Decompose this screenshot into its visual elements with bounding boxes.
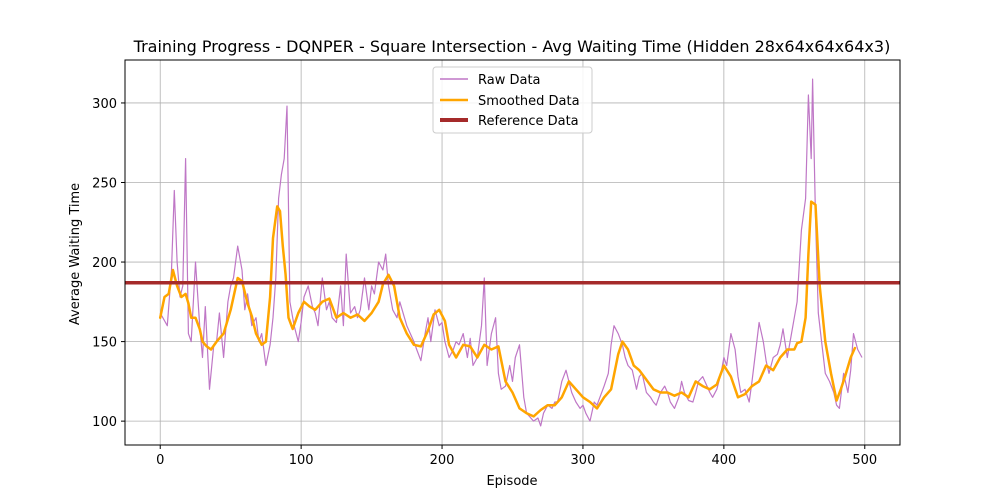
axis-ticks: 0 100 200 300 400 500 100 150 200 250 300 <box>92 97 877 468</box>
x-tick-label: 400 <box>711 453 736 468</box>
legend-label-smoothed: Smoothed Data <box>478 94 580 109</box>
legend-box <box>432 66 593 134</box>
x-axis-label: Episode <box>486 474 537 489</box>
legend: Raw Data Smoothed Data Reference Data <box>432 66 593 134</box>
x-tick-label: 200 <box>430 453 455 468</box>
series-raw-data-line <box>159 78 863 427</box>
x-tick-label: 100 <box>289 453 314 468</box>
plot-frame <box>124 59 901 446</box>
y-tick-label: 200 <box>92 256 117 271</box>
x-tick-label: 300 <box>571 453 596 468</box>
legend-label-reference: Reference Data <box>478 114 579 129</box>
series-smoothed-data-line <box>158 200 857 418</box>
x-tick-label: 0 <box>156 453 164 468</box>
legend-label-raw: Raw Data <box>478 73 541 88</box>
chart-title: Training Progress - DQNPER - Square Inte… <box>133 37 891 56</box>
y-tick-label: 250 <box>92 177 117 192</box>
x-tick-label: 500 <box>852 453 877 468</box>
series-layer <box>125 78 900 427</box>
y-axis-label: Average Waiting Time <box>68 183 83 325</box>
y-tick-label: 150 <box>92 336 117 351</box>
y-tick-label: 300 <box>92 97 117 112</box>
y-tick-label: 100 <box>92 415 117 430</box>
